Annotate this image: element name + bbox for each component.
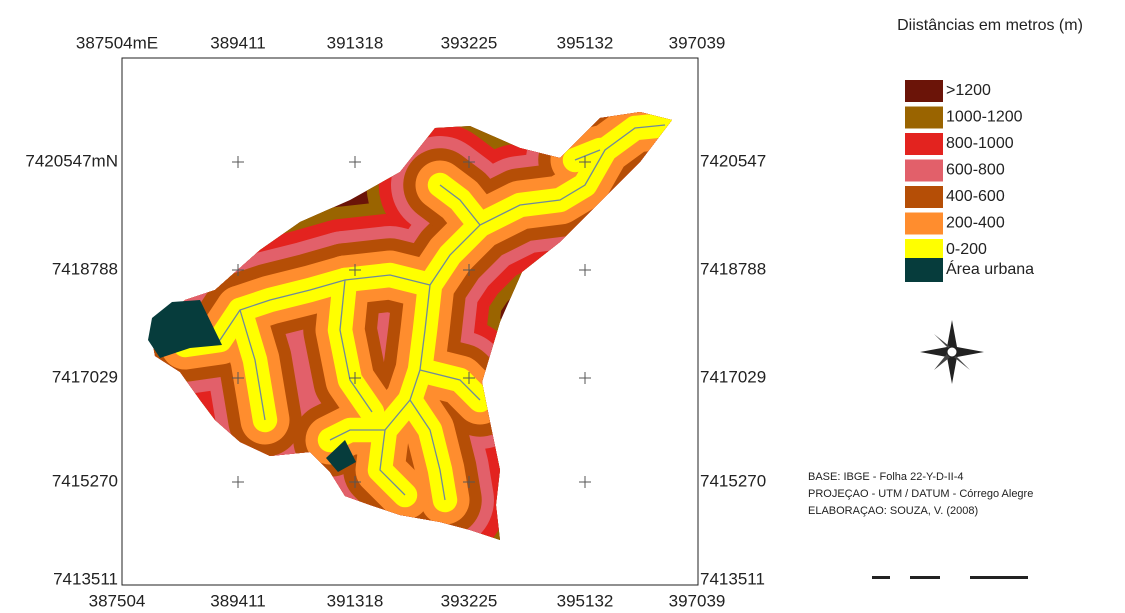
credit-line: ELABORAÇAO: SOUZA, V. (2008) <box>808 505 978 517</box>
grid-cross <box>349 156 361 168</box>
legend-label: 0-200 <box>946 241 987 258</box>
legend-swatch <box>905 239 943 261</box>
legend-label: 200-400 <box>946 215 1005 232</box>
legend-title: Diistâncias em metros (m) <box>897 17 1083 34</box>
legend-label: >1200 <box>946 82 991 99</box>
coord-label: 387504mE <box>76 33 158 52</box>
coord-label: 393225 <box>441 591 498 610</box>
legend-label: 400-600 <box>946 188 1005 205</box>
coord-label: 395132 <box>557 591 614 610</box>
coord-label: 393225 <box>441 33 498 52</box>
legend-swatch <box>905 258 943 282</box>
coord-label: 397039 <box>669 591 726 610</box>
grid-cross <box>579 264 591 276</box>
coord-label: 7420547mN <box>25 151 118 170</box>
legend-swatch <box>905 133 943 155</box>
legend-label: 600-800 <box>946 162 1005 179</box>
legend-swatch <box>905 213 943 235</box>
legend-swatch <box>905 80 943 102</box>
map-figure: 387504mE 389411 391318 393225 395132 397039 38… <box>0 0 1125 613</box>
legend-label: 800-1000 <box>946 135 1014 152</box>
coord-label: 389411 <box>210 591 265 610</box>
north-arrow <box>920 320 984 384</box>
grid-cross <box>232 476 244 488</box>
coord-label: 7418788 <box>700 259 766 278</box>
coord-label: 391318 <box>327 591 384 610</box>
coord-label: 7415270 <box>700 471 766 490</box>
legend-swatch <box>905 160 943 182</box>
coord-label: 7420547 <box>700 151 766 170</box>
scale-bar <box>872 576 1028 579</box>
legend-label: Área urbana <box>946 259 1034 278</box>
grid-cross <box>579 476 591 488</box>
coord-label: 387504 <box>89 591 146 610</box>
legend-swatch <box>905 107 943 129</box>
coord-label: 7417029 <box>52 367 118 386</box>
coord-label: 391318 <box>327 33 384 52</box>
coord-label: 7413511 <box>700 569 765 588</box>
legend-label: 1000-1200 <box>946 109 1023 126</box>
coord-label: 7413511 <box>53 569 118 588</box>
coord-label: 395132 <box>557 33 614 52</box>
credit-line: PROJEÇAO - UTM / DATUM - Córrego Alegre <box>808 488 1033 500</box>
grid-cross <box>232 156 244 168</box>
grid-cross <box>579 372 591 384</box>
coord-label: 389411 <box>210 33 265 52</box>
coord-label: 7418788 <box>52 259 118 278</box>
coord-label: 397039 <box>669 33 726 52</box>
coord-label: 7415270 <box>52 471 118 490</box>
credit-line: BASE: IBGE - Folha 22-Y-D-II-4 <box>808 471 963 483</box>
band <box>330 430 385 440</box>
legend-swatch <box>905 186 943 208</box>
coord-label: 7417029 <box>700 367 766 386</box>
